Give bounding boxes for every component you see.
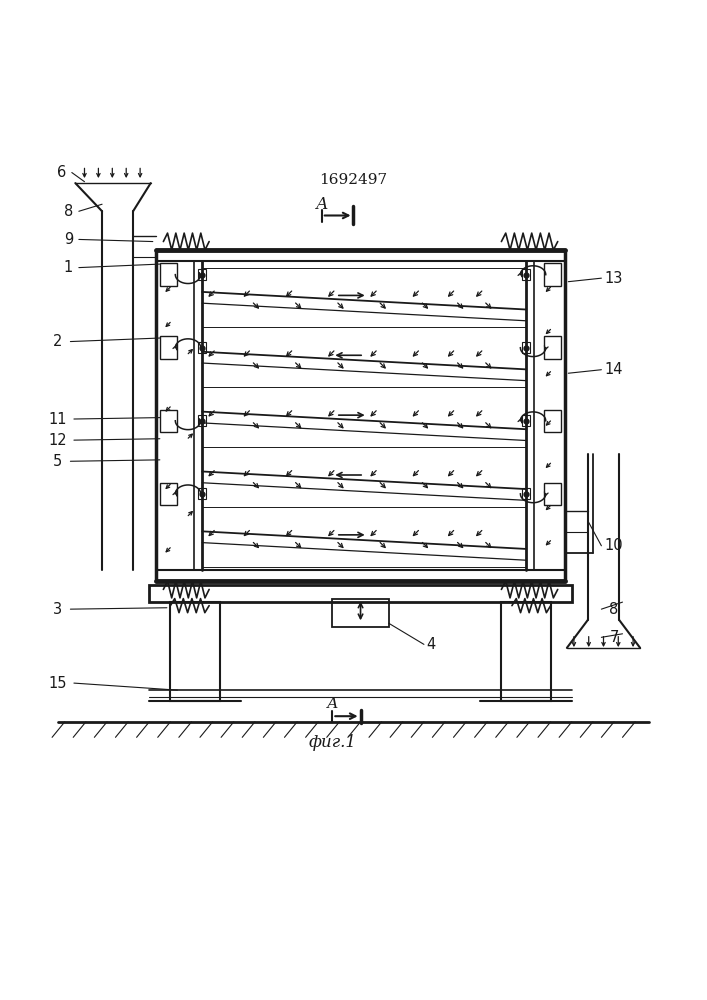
Text: 10: 10 — [604, 538, 624, 553]
Text: 8: 8 — [609, 602, 619, 617]
Text: 8: 8 — [64, 204, 73, 219]
Text: А: А — [315, 196, 328, 213]
Bar — [149, 585, 572, 602]
Text: 2: 2 — [53, 334, 62, 349]
Bar — [198, 415, 206, 426]
Text: 5: 5 — [53, 454, 62, 469]
Bar — [522, 488, 530, 499]
Text: 14: 14 — [604, 362, 624, 377]
Bar — [501, 602, 551, 701]
Text: 1: 1 — [64, 260, 73, 275]
Bar — [160, 263, 177, 286]
Bar — [160, 336, 177, 359]
Text: 15: 15 — [49, 676, 67, 691]
Bar — [160, 483, 177, 505]
Text: 11: 11 — [49, 412, 67, 427]
Text: 1692497: 1692497 — [320, 173, 387, 187]
Bar — [160, 410, 177, 432]
Bar — [544, 263, 561, 286]
Text: 3: 3 — [53, 602, 62, 617]
Bar — [522, 415, 530, 426]
Text: 12: 12 — [48, 433, 67, 448]
Bar — [198, 488, 206, 499]
Bar — [544, 410, 561, 432]
Bar — [522, 269, 530, 280]
Text: 13: 13 — [605, 271, 624, 286]
Bar — [170, 602, 220, 701]
Bar — [332, 599, 389, 627]
Text: А: А — [327, 697, 338, 711]
Text: фиг.1: фиг.1 — [308, 734, 356, 751]
Bar — [544, 336, 561, 359]
Bar — [198, 269, 206, 280]
Bar — [544, 483, 561, 505]
Text: 9: 9 — [64, 232, 73, 247]
Text: 7: 7 — [609, 630, 619, 645]
Text: 6: 6 — [57, 165, 66, 180]
Bar — [522, 342, 530, 353]
Bar — [198, 342, 206, 353]
Text: 4: 4 — [426, 637, 436, 652]
